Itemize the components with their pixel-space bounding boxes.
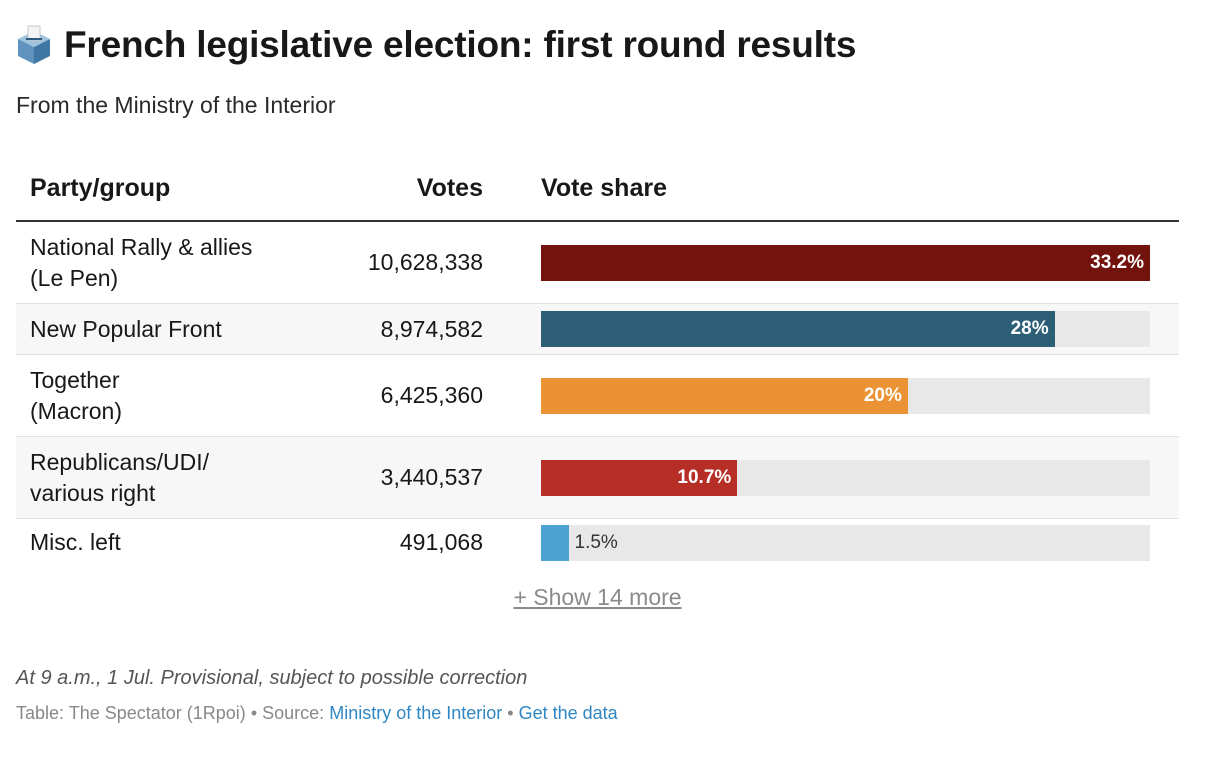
vote-share-bar <box>541 245 1150 281</box>
table-header: Party/group Votes Vote share <box>16 160 1179 222</box>
vote-share-label: 28% <box>1010 318 1049 339</box>
show-more-button[interactable]: + Show 14 more <box>513 584 682 610</box>
vote-share-bar <box>541 378 908 414</box>
party-name: Republicans/UDI/various right <box>30 447 360 509</box>
vote-count: 491,068 <box>399 529 483 555</box>
vote-share-bar <box>541 311 1055 347</box>
source-prefix: Source: <box>262 703 325 723</box>
bar-track: 28% <box>541 311 1150 347</box>
source-line: Table: The Spectator (1Rpoi) • Source: M… <box>16 703 618 724</box>
table-row: New Popular Front 8,974,582 28% <box>16 304 1179 355</box>
table-row: Misc. left 491,068 1.5% <box>16 519 1179 566</box>
vote-count: 3,440,537 <box>380 464 483 490</box>
bar-track: 20% <box>541 378 1150 414</box>
vote-count: 10,628,338 <box>367 249 483 275</box>
bar-track: 10.7% <box>541 460 1150 496</box>
bar-track: 33.2% <box>541 245 1150 281</box>
vote-share-label: 33.2% <box>1090 252 1144 273</box>
bar-track: 1.5% <box>541 525 1150 561</box>
separator: • <box>507 703 514 723</box>
party-name-line: Republicans/UDI/ <box>30 449 209 475</box>
table-row: Republicans/UDI/various right 3,440,537 10… <box>16 437 1179 519</box>
vote-share-bar <box>541 525 569 561</box>
party-name-line: National Rally & allies <box>30 234 253 260</box>
vote-share-label: 20% <box>863 385 902 406</box>
party-name-line: (Macron) <box>30 398 123 424</box>
footnote: At 9 a.m., 1 Jul. Provisional, subject t… <box>16 667 528 689</box>
vote-count: 8,974,582 <box>380 316 483 342</box>
table-credit: Table: The Spectator (1Rpoi) <box>16 703 246 723</box>
party-name-line: Together <box>30 367 120 393</box>
party-name-line: New Popular Front <box>30 316 222 342</box>
vote-share-bar <box>541 460 738 496</box>
table-body: National Rally & allies (Le Pen) 10,628,33… <box>16 222 1179 566</box>
party-name-line: Misc. left <box>30 529 121 555</box>
party-name-line: various right <box>30 480 156 506</box>
get-data-link[interactable]: Get the data <box>518 703 618 723</box>
party-name: Misc. left <box>30 527 360 558</box>
party-name: New Popular Front <box>30 314 360 345</box>
source-link[interactable]: Ministry of the Interior <box>329 703 503 723</box>
vote-count: 6,425,360 <box>380 382 483 408</box>
page-subtitle: From the Ministry of the Interior <box>16 92 336 118</box>
vote-share-label: 1.5% <box>574 532 618 553</box>
party-name-line: (Le Pen) <box>30 265 119 291</box>
separator: • <box>250 703 258 723</box>
results-table: Party/group Votes Vote share National Ra… <box>16 160 1179 566</box>
table-row: National Rally & allies (Le Pen) 10,628,33… <box>16 222 1179 304</box>
party-name: National Rally & allies (Le Pen) <box>30 232 360 294</box>
column-header-party[interactable]: Party/group <box>30 174 171 202</box>
party-name: Together (Macron) <box>30 365 360 427</box>
page-title: French legislative election: first round… <box>64 24 857 65</box>
column-header-votes[interactable]: Votes <box>416 174 483 202</box>
vote-share-label: 10.7% <box>677 467 732 488</box>
column-header-vote-share[interactable]: Vote share <box>541 174 667 202</box>
title-row: French legislative election: first round… <box>16 22 856 68</box>
table-row: Together (Macron) 6,425,360 20% <box>16 355 1179 437</box>
ballot-box-icon <box>18 25 50 64</box>
